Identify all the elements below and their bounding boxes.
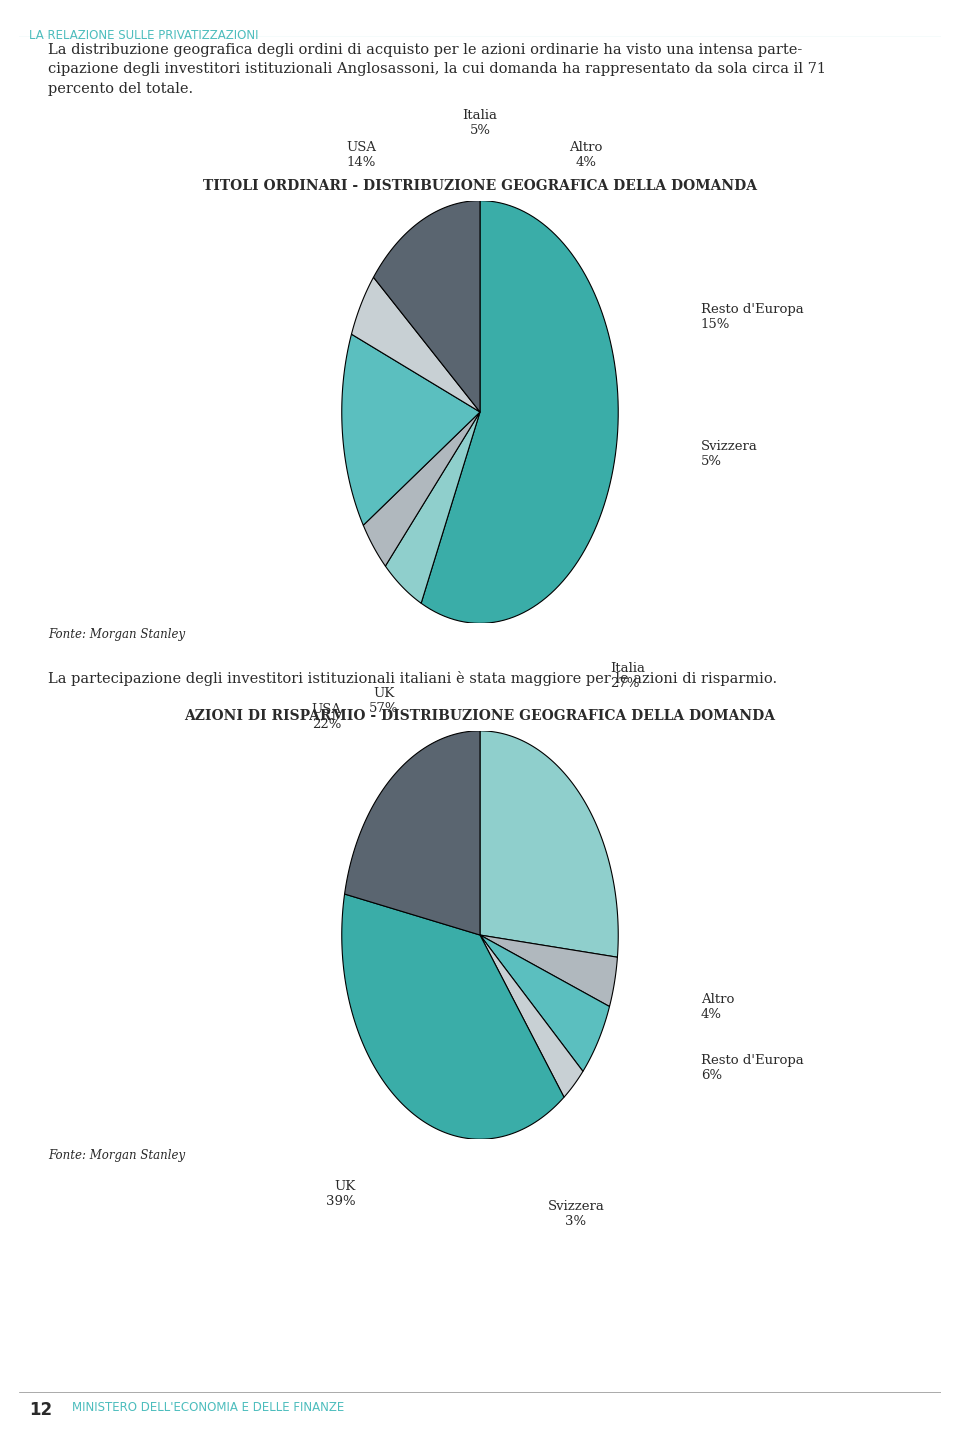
Polygon shape — [480, 936, 617, 1006]
Polygon shape — [480, 731, 618, 957]
Text: Altro
4%: Altro 4% — [569, 140, 602, 169]
Text: La partecipazione degli investitori istituzionali italiani è stata maggiore per : La partecipazione degli investitori isti… — [48, 671, 778, 685]
Polygon shape — [373, 201, 480, 413]
Polygon shape — [345, 731, 480, 936]
Text: La distribuzione geografica degli ordini di acquisto per le azioni ordinarie ha : La distribuzione geografica degli ordini… — [48, 43, 826, 96]
Text: Svizzera
3%: Svizzera 3% — [547, 1201, 605, 1228]
Polygon shape — [342, 894, 564, 1139]
Text: USA
14%: USA 14% — [346, 140, 376, 169]
Text: UK
39%: UK 39% — [325, 1181, 355, 1208]
Text: UK
57%: UK 57% — [370, 686, 398, 715]
Text: Fonte: Morgan Stanley: Fonte: Morgan Stanley — [48, 628, 185, 641]
Polygon shape — [342, 334, 480, 526]
Text: Resto d'Europa
15%: Resto d'Europa 15% — [701, 302, 804, 331]
Polygon shape — [480, 936, 610, 1072]
Text: USA
22%: USA 22% — [312, 702, 342, 731]
Polygon shape — [421, 201, 618, 623]
Polygon shape — [480, 936, 583, 1098]
Text: 12: 12 — [29, 1401, 52, 1420]
Text: Fonte: Morgan Stanley: Fonte: Morgan Stanley — [48, 1149, 185, 1162]
Text: Italia
5%: Italia 5% — [463, 109, 497, 138]
Text: Svizzera
5%: Svizzera 5% — [701, 440, 757, 469]
Text: AZIONI DI RISPARMIO - DISTRIBUZIONE GEOGRAFICA DELLA DOMANDA: AZIONI DI RISPARMIO - DISTRIBUZIONE GEOG… — [184, 709, 776, 724]
Text: MINISTERO DELL'ECONOMIA E DELLE FINANZE: MINISTERO DELL'ECONOMIA E DELLE FINANZE — [72, 1401, 345, 1414]
Text: Italia
27%: Italia 27% — [611, 662, 645, 691]
Polygon shape — [385, 413, 480, 603]
Text: Altro
4%: Altro 4% — [701, 993, 734, 1020]
Polygon shape — [363, 413, 480, 566]
Polygon shape — [351, 277, 480, 413]
Text: Resto d'Europa
6%: Resto d'Europa 6% — [701, 1053, 804, 1082]
Text: TITOLI ORDINARI - DISTRIBUZIONE GEOGRAFICA DELLA DOMANDA: TITOLI ORDINARI - DISTRIBUZIONE GEOGRAFI… — [203, 179, 757, 193]
Text: LA RELAZIONE SULLE PRIVATIZZAZIONI: LA RELAZIONE SULLE PRIVATIZZAZIONI — [29, 29, 258, 42]
